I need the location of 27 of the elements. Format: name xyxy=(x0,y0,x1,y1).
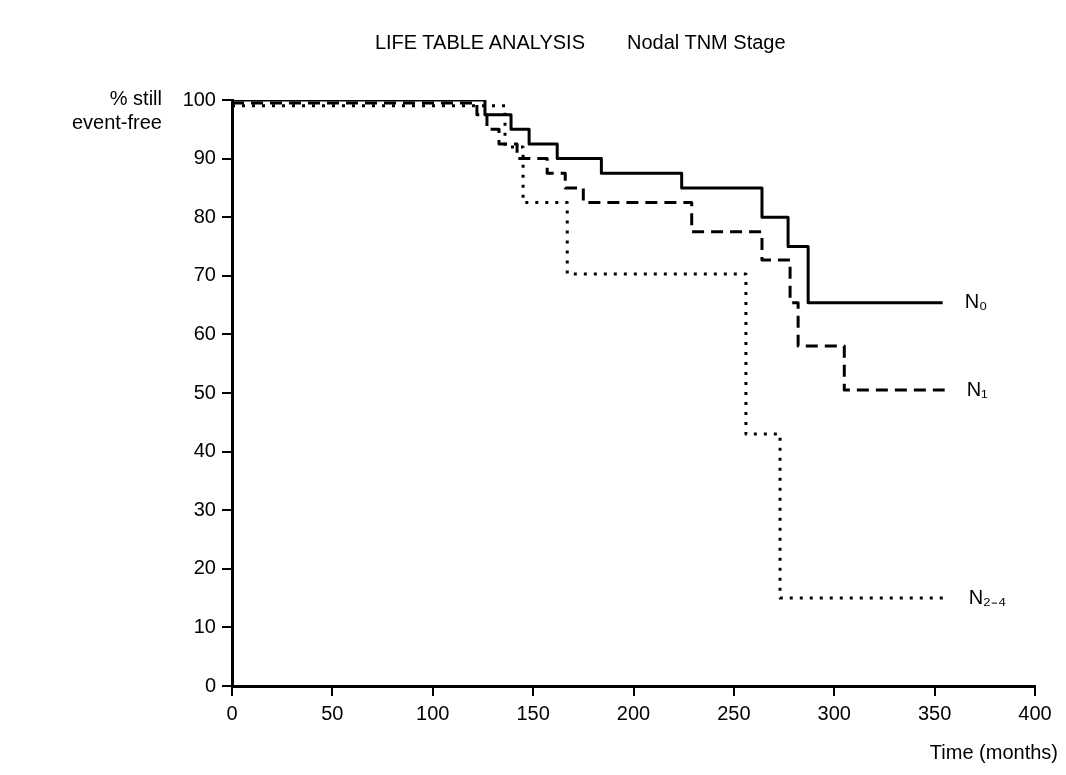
x-tick-label: 400 xyxy=(1018,701,1052,724)
y-tick-label: 30 xyxy=(193,497,216,520)
y-tick-label: 0 xyxy=(204,673,216,696)
y-tick-label: 60 xyxy=(193,321,216,344)
chart-title: LIFE TABLE ANALYSIS xyxy=(374,30,585,54)
x-tick-label: 150 xyxy=(516,701,550,724)
y-tick-label: 20 xyxy=(193,556,216,579)
x-tick-label: 200 xyxy=(616,701,651,724)
x-tick-label: 100 xyxy=(416,701,450,724)
y-axis-title: % still event-free xyxy=(70,86,162,134)
y-tick-label: 100 xyxy=(182,87,216,110)
y-tick-label: 70 xyxy=(193,263,216,286)
x-tick-label: 250 xyxy=(717,701,751,724)
series-label: N₀ xyxy=(964,290,988,313)
x-tick-label: 0 xyxy=(226,701,238,724)
y-tick-label: 50 xyxy=(193,380,216,403)
chart-subtitle: Nodal TNM Stage xyxy=(627,30,786,54)
y-tick-label: 10 xyxy=(193,614,216,637)
x-tick-label: 300 xyxy=(817,701,851,724)
y-tick-label: 40 xyxy=(193,439,216,462)
x-axis-title: Time (months) xyxy=(929,740,1058,764)
x-tick-label: 50 xyxy=(321,701,344,724)
series-label: N₁ xyxy=(966,377,989,400)
y-tick-label: 80 xyxy=(193,204,216,227)
y-tick-label: 90 xyxy=(193,146,216,169)
x-tick-label: 350 xyxy=(917,701,952,724)
series-label: N₂₋₄ xyxy=(968,585,1007,608)
